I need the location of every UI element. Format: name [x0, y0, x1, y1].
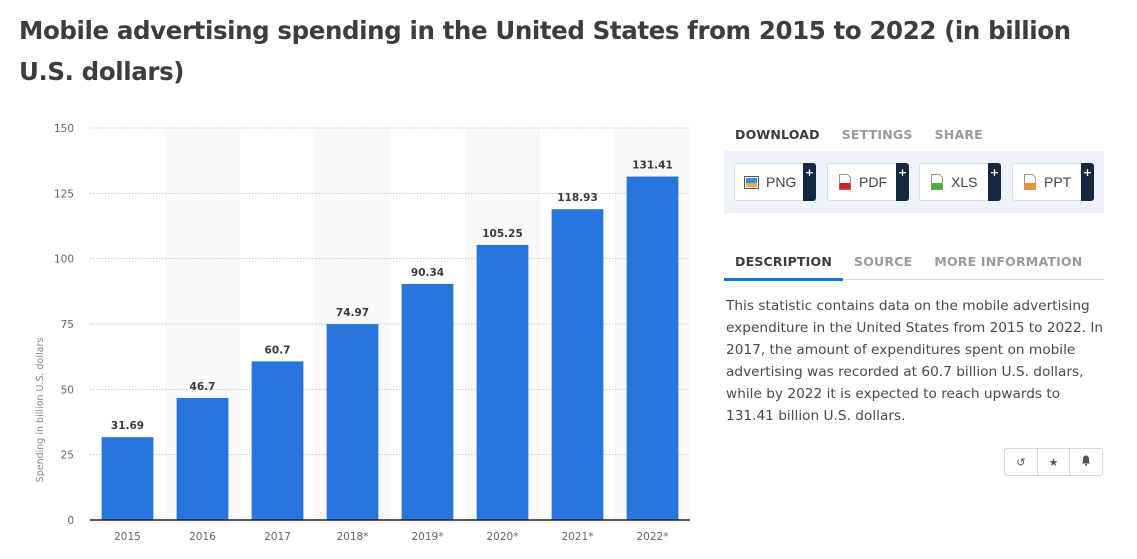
bell-icon: [1081, 455, 1091, 469]
bar[interactable]: [551, 209, 604, 520]
tab-settings[interactable]: SETTINGS: [841, 127, 913, 142]
tab-description[interactable]: DESCRIPTION: [724, 254, 843, 281]
bar[interactable]: [176, 397, 229, 520]
y-tick-label: 0: [67, 515, 74, 527]
x-tick-label: 2017: [264, 531, 291, 543]
bar-value-label: 90.34: [411, 267, 444, 279]
download-ppt-button[interactable]: PPT +: [1012, 163, 1094, 201]
plus-icon[interactable]: +: [896, 163, 909, 201]
x-tick-label: 2022*: [637, 531, 669, 543]
x-tick-label: 2015: [114, 531, 141, 543]
download-pdf-button[interactable]: PDF +: [827, 163, 909, 201]
x-tick-label: 2018*: [337, 531, 369, 543]
bar[interactable]: [476, 244, 529, 521]
bar-value-label: 131.41: [632, 160, 673, 172]
x-tick-label: 2016: [189, 531, 216, 543]
png-image-icon: [744, 174, 760, 190]
bar-value-label: 118.93: [557, 192, 598, 204]
x-tick-label: 2021*: [562, 531, 594, 543]
plus-icon[interactable]: +: [803, 163, 816, 201]
bar[interactable]: [101, 437, 154, 520]
y-tick-label: 100: [54, 254, 74, 266]
xls-file-icon: [929, 174, 945, 190]
download-panel: PNG + PDF + XLS + PPT +: [724, 151, 1104, 213]
download-png-label: PNG: [766, 174, 797, 190]
history-icon: ↺: [1016, 455, 1026, 469]
page-title: Mobile advertising spending in the Unite…: [19, 16, 1071, 86]
bar-value-label: 74.97: [336, 307, 369, 319]
x-tick-label: 2020*: [487, 531, 519, 543]
notification-button[interactable]: [1070, 449, 1102, 475]
tab-download[interactable]: DOWNLOAD: [724, 127, 831, 154]
bar-value-label: 31.69: [111, 420, 144, 432]
y-tick-label: 125: [54, 188, 74, 200]
favorite-button[interactable]: ★: [1038, 449, 1071, 475]
bar-value-label: 46.7: [190, 381, 216, 393]
download-pdf-label: PDF: [859, 174, 887, 190]
action-buttons: ↺ ★: [1004, 448, 1103, 476]
info-tabs: DESCRIPTION SOURCE MORE INFORMATION: [724, 254, 1104, 281]
pdf-file-icon: [837, 174, 853, 190]
download-ppt-label: PPT: [1044, 174, 1072, 190]
description-text: This statistic contains data on the mobi…: [726, 298, 1104, 424]
download-png-button[interactable]: PNG +: [734, 163, 816, 201]
download-xls-button[interactable]: XLS +: [919, 163, 1001, 201]
y-tick-label: 50: [61, 384, 74, 396]
bar[interactable]: [626, 176, 679, 521]
ppt-file-icon: [1022, 174, 1038, 190]
tab-more-information[interactable]: MORE INFORMATION: [934, 254, 1083, 269]
bar-chart: 0 25 50 75 100 125 150 Spending in billion U.S…: [35, 123, 690, 543]
y-tick-label: 75: [61, 319, 74, 331]
y-tick-label: 25: [61, 450, 74, 462]
bar[interactable]: [401, 283, 454, 520]
star-icon: ★: [1048, 455, 1059, 469]
bar[interactable]: [326, 324, 379, 520]
download-tabs: DOWNLOAD SETTINGS SHARE: [724, 127, 1104, 154]
download-xls-label: XLS: [951, 174, 978, 190]
bar-value-label: 60.7: [265, 344, 291, 356]
bar-value-label: 105.25: [482, 228, 523, 240]
plus-icon[interactable]: +: [988, 163, 1001, 201]
y-tick-label: 150: [54, 123, 74, 135]
plus-icon[interactable]: +: [1081, 163, 1094, 201]
bar[interactable]: [251, 361, 304, 520]
y-axis-label: Spending in billion U.S. dollars: [35, 338, 46, 483]
tab-share[interactable]: SHARE: [934, 127, 983, 142]
x-tick-label: 2019*: [412, 531, 444, 543]
tab-source[interactable]: SOURCE: [854, 254, 913, 269]
history-button[interactable]: ↺: [1005, 449, 1038, 475]
